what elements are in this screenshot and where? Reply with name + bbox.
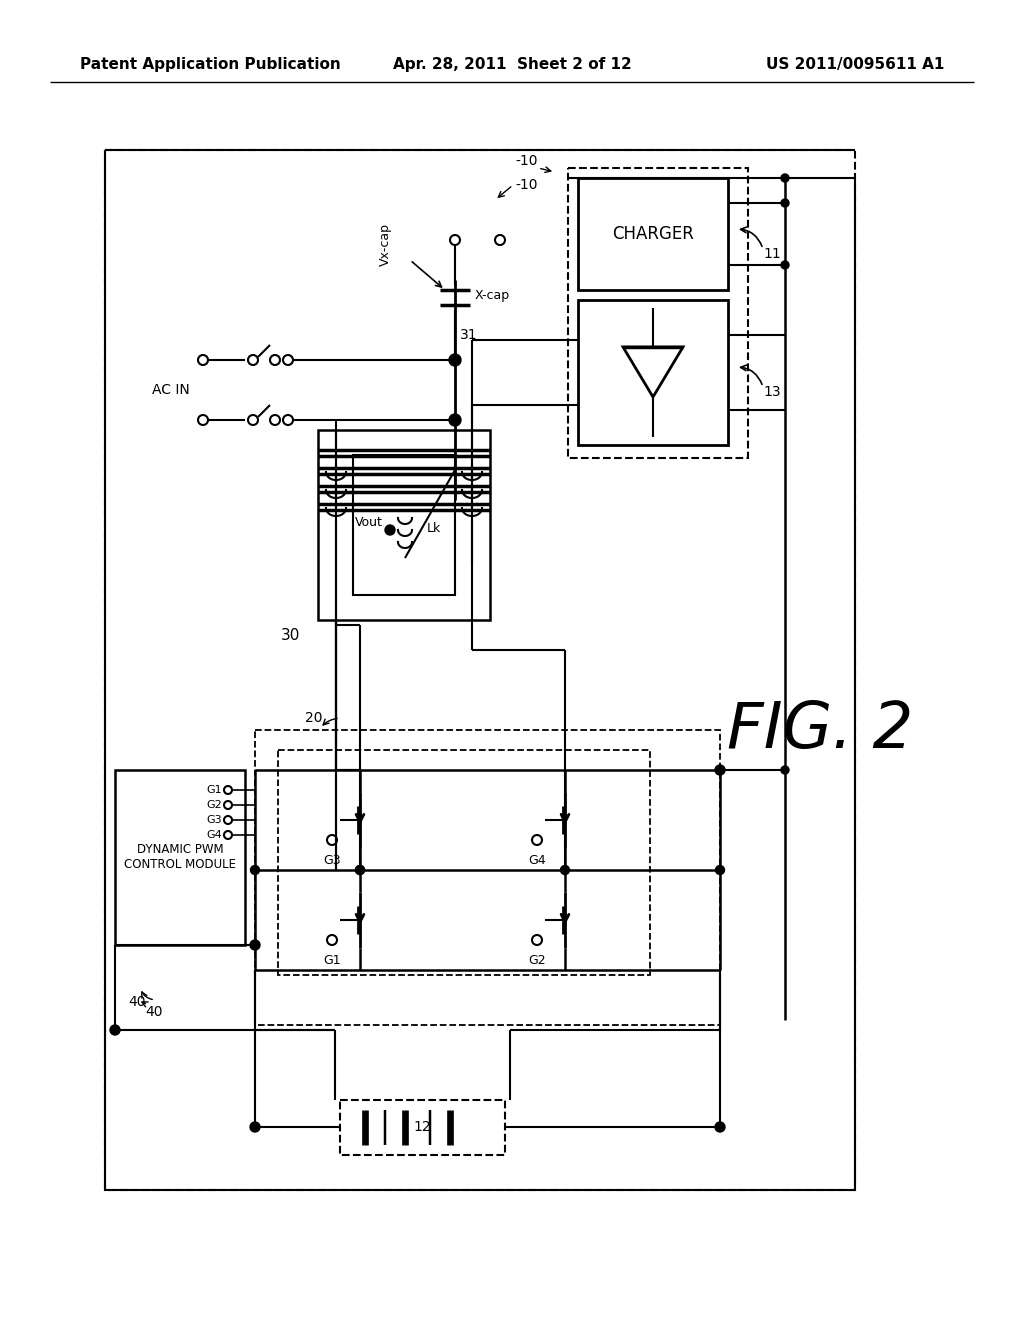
Text: G4: G4 (528, 854, 546, 867)
Circle shape (716, 866, 725, 874)
Text: -10: -10 (515, 154, 538, 168)
Bar (353, 455, 455, 595)
Text: G2: G2 (528, 954, 546, 968)
Bar (578, 300, 728, 445)
Circle shape (110, 1026, 120, 1035)
Text: 40: 40 (128, 995, 145, 1008)
Text: US 2011/0095611 A1: US 2011/0095611 A1 (766, 58, 944, 73)
Text: FIG. 2: FIG. 2 (727, 700, 913, 762)
Text: DYNAMIC PWM
CONTROL MODULE: DYNAMIC PWM CONTROL MODULE (124, 843, 236, 871)
Circle shape (560, 866, 569, 874)
Text: Vout: Vout (355, 516, 383, 528)
Text: 30: 30 (281, 627, 300, 643)
Text: 40: 40 (145, 1005, 163, 1019)
Circle shape (449, 354, 461, 366)
Bar (278, 750, 650, 975)
Bar (340, 1100, 505, 1155)
Circle shape (355, 866, 365, 874)
Text: CHARGER: CHARGER (612, 224, 694, 243)
Circle shape (781, 766, 790, 774)
Circle shape (715, 1122, 725, 1133)
Text: -10: -10 (515, 178, 538, 191)
Text: G1: G1 (324, 954, 341, 968)
Text: 11: 11 (763, 247, 780, 261)
Text: Apr. 28, 2011  Sheet 2 of 12: Apr. 28, 2011 Sheet 2 of 12 (392, 58, 632, 73)
Text: Patent Application Publication: Patent Application Publication (80, 58, 341, 73)
Text: G1: G1 (207, 785, 222, 795)
Text: 13: 13 (763, 385, 780, 399)
Text: X-cap: X-cap (475, 289, 510, 301)
Bar (115, 770, 245, 945)
Text: G4: G4 (206, 830, 222, 840)
Text: Lk: Lk (427, 521, 441, 535)
Text: Vx-cap: Vx-cap (379, 223, 391, 267)
Circle shape (781, 174, 790, 182)
Circle shape (781, 199, 790, 207)
Text: 12: 12 (414, 1119, 431, 1134)
Circle shape (250, 940, 260, 950)
Bar (578, 178, 728, 290)
Bar (318, 430, 490, 620)
Circle shape (355, 866, 365, 874)
Text: 20: 20 (305, 711, 323, 725)
Text: G3: G3 (207, 814, 222, 825)
Bar (568, 168, 748, 458)
Text: G3: G3 (324, 854, 341, 867)
Circle shape (781, 261, 790, 269)
Bar (105, 150, 855, 1191)
Circle shape (449, 414, 461, 426)
Circle shape (250, 1122, 260, 1133)
Bar (255, 730, 720, 1026)
Text: G2: G2 (206, 800, 222, 810)
Text: 31: 31 (460, 327, 477, 342)
Circle shape (251, 866, 259, 874)
Circle shape (715, 766, 725, 775)
Circle shape (385, 525, 395, 535)
Text: AC IN: AC IN (153, 383, 190, 397)
